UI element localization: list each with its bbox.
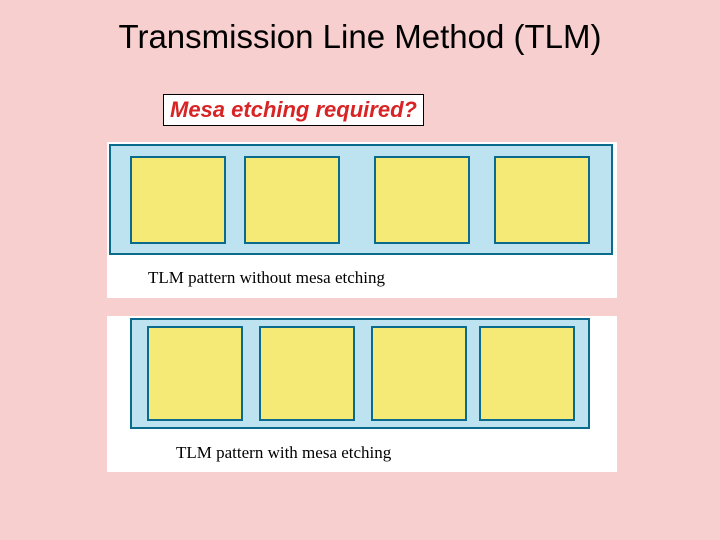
slide: Transmission Line Method (TLM) Mesa etch… (0, 0, 720, 540)
contact-pad (494, 156, 590, 244)
caption-no-mesa-etching: TLM pattern without mesa etching (148, 268, 385, 288)
contact-pad (374, 156, 470, 244)
figure-no-mesa-etching: TLM pattern without mesa etching (107, 142, 617, 298)
contact-pad (259, 326, 355, 421)
contact-pad (244, 156, 340, 244)
contact-pad (147, 326, 243, 421)
contact-pad (130, 156, 226, 244)
slide-title: Transmission Line Method (TLM) (0, 18, 720, 56)
figure-with-mesa-etching: TLM pattern with mesa etching (107, 316, 617, 472)
contact-pad (479, 326, 575, 421)
mesa-etching-question: Mesa etching required? (163, 94, 424, 126)
contact-pad (371, 326, 467, 421)
caption-with-mesa-etching: TLM pattern with mesa etching (176, 443, 391, 463)
